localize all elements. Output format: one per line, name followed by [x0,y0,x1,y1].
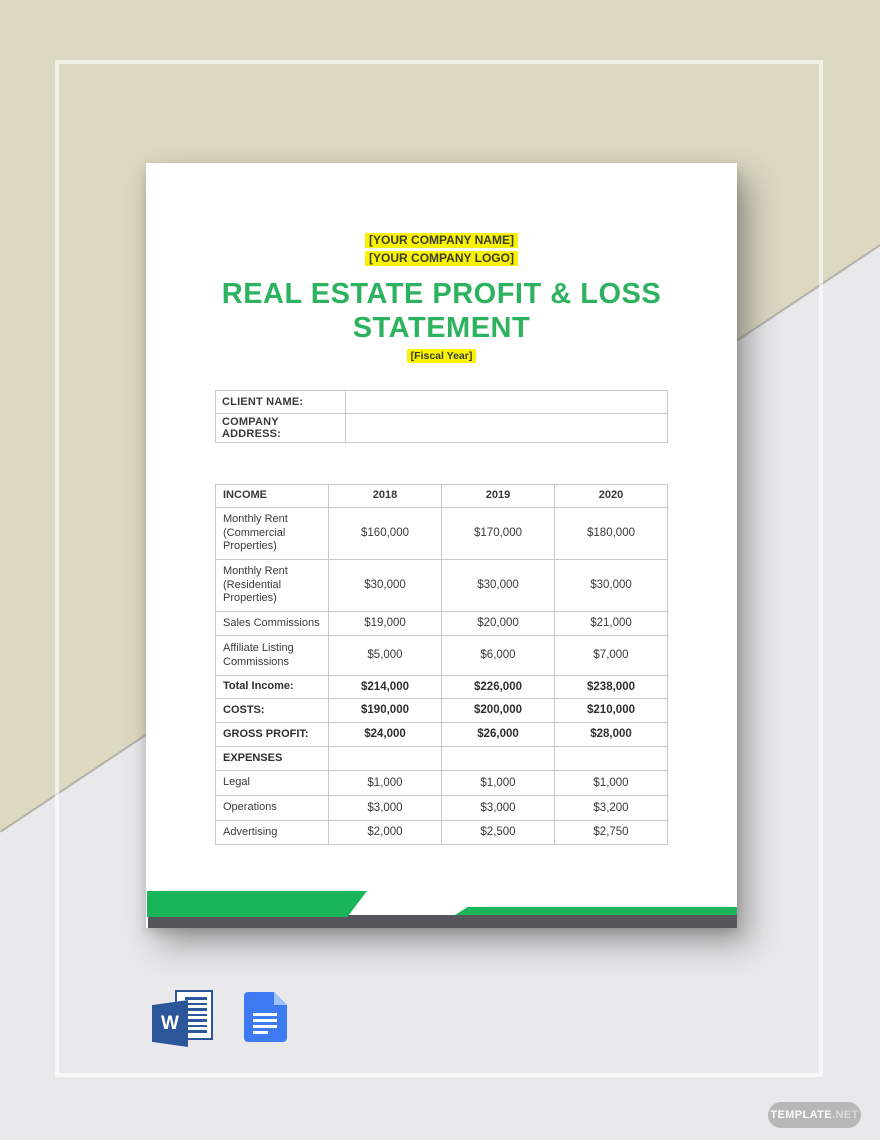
income-row-label: Monthly Rent (Residential Properties) [215,559,329,612]
income-row-value: $160,000 [328,507,442,560]
income-row-value: $1,000 [554,770,668,796]
income-column-header: INCOME [215,484,329,508]
income-row-value: $170,000 [441,507,555,560]
footer-green-left-bar [147,891,367,917]
income-row-value: $226,000 [441,675,555,699]
income-row-value: $5,000 [328,635,442,676]
income-row-value: $21,000 [554,611,668,636]
income-row-value: $24,000 [328,722,442,747]
client-info-label: COMPANY ADDRESS: [215,413,346,443]
income-table-row: EXPENSES [215,746,668,771]
income-row-label: Operations [215,795,329,821]
income-row-value: $2,000 [328,820,442,845]
document-title-line1: REAL ESTATE PROFIT & LOSS [221,278,662,310]
income-table-row: Advertising $2,000 $2,500 $2,750 [215,820,668,845]
client-info-value [345,413,668,443]
income-row-label: Affiliate Listing Commissions [215,635,329,676]
income-row-value [328,746,442,771]
income-row-value: $1,000 [441,770,555,796]
income-row-label: Total Income: [215,675,329,699]
income-row-value: $200,000 [441,698,555,723]
income-table-row: Total Income: $214,000 $226,000 $238,000 [215,675,668,699]
client-info-value [345,390,668,414]
income-table-row: Affiliate Listing Commissions $5,000 $6,00… [215,635,668,676]
income-row-value: $26,000 [441,722,555,747]
fiscal-year-placeholder: [Fiscal Year] [406,349,477,363]
client-info-table: CLIENT NAME: COMPANY ADDRESS: [215,390,668,443]
document-header: [YOUR COMPANY NAME] [YOUR COMPANY LOGO] … [146,231,737,364]
income-table-row: Legal $1,000 $1,000 $1,000 [215,770,668,796]
income-row-value: $180,000 [554,507,668,560]
ms-word-icon[interactable]: W [152,990,214,1048]
document-page: [YOUR COMPANY NAME] [YOUR COMPANY LOGO] … [146,163,737,928]
client-info-label: CLIENT NAME: [215,390,346,414]
footer-green-right-bar [455,907,737,915]
decorative-frame [55,60,823,1077]
income-row-value: $3,200 [554,795,668,821]
income-row-label: Legal [215,770,329,796]
income-row-label: Monthly Rent (Commercial Properties) [215,507,329,560]
year-column-header: 2018 [328,484,442,508]
income-row-value: $20,000 [441,611,555,636]
income-table-row: Monthly Rent (Residential Properties) $30… [215,559,668,612]
income-row-value: $30,000 [441,559,555,612]
income-table: INCOME 2018 2019 2020 Monthly Rent (Commerc… [215,484,668,845]
income-row-value: $1,000 [328,770,442,796]
income-row-value: $6,000 [441,635,555,676]
income-row-value: $210,000 [554,698,668,723]
income-row-value: $3,000 [328,795,442,821]
footer-gray-bar [148,915,737,928]
client-info-row: COMPANY ADDRESS: [215,413,668,443]
year-column-header: 2019 [441,484,555,508]
income-row-value: $2,500 [441,820,555,845]
income-row-value: $7,000 [554,635,668,676]
income-table-row: COSTS: $190,000 $200,000 $210,000 [215,698,668,723]
income-table-row: Sales Commissions $19,000 $20,000 $21,000 [215,611,668,636]
google-docs-lines [253,1013,277,1034]
income-row-label: GROSS PROFIT: [215,722,329,747]
year-column-header: 2020 [554,484,668,508]
google-docs-fold [274,992,287,1005]
income-row-label: Advertising [215,820,329,845]
income-row-value: $30,000 [554,559,668,612]
income-row-value: $190,000 [328,698,442,723]
income-table-row: Monthly Rent (Commercial Properties) $160… [215,507,668,560]
template-net-badge: TEMPLATE .NET [768,1102,861,1128]
ms-word-letter: W [152,1000,188,1047]
income-row-value: $238,000 [554,675,668,699]
client-info-row: CLIENT NAME: [215,390,668,414]
income-row-value: $3,000 [441,795,555,821]
income-row-value [441,746,555,771]
income-row-value [554,746,668,771]
watermark-tld: .NET [832,1109,859,1121]
income-row-value: $19,000 [328,611,442,636]
watermark-brand: TEMPLATE [770,1109,832,1121]
company-name-placeholder: [YOUR COMPANY NAME] [365,233,518,248]
document-title-line2: STATEMENT [352,312,531,344]
income-row-label: COSTS: [215,698,329,723]
income-row-value: $2,750 [554,820,668,845]
income-row-label: Sales Commissions [215,611,329,636]
company-logo-placeholder: [YOUR COMPANY LOGO] [365,251,518,266]
income-table-row: GROSS PROFIT: $24,000 $26,000 $28,000 [215,722,668,747]
income-row-label: EXPENSES [215,746,329,771]
google-docs-icon[interactable] [244,992,287,1042]
income-row-value: $28,000 [554,722,668,747]
income-row-value: $30,000 [328,559,442,612]
document-title: REAL ESTATE PROFIT & LOSS STATEMENT [146,277,737,345]
income-row-value: $214,000 [328,675,442,699]
income-table-row: Operations $3,000 $3,000 $3,200 [215,795,668,821]
